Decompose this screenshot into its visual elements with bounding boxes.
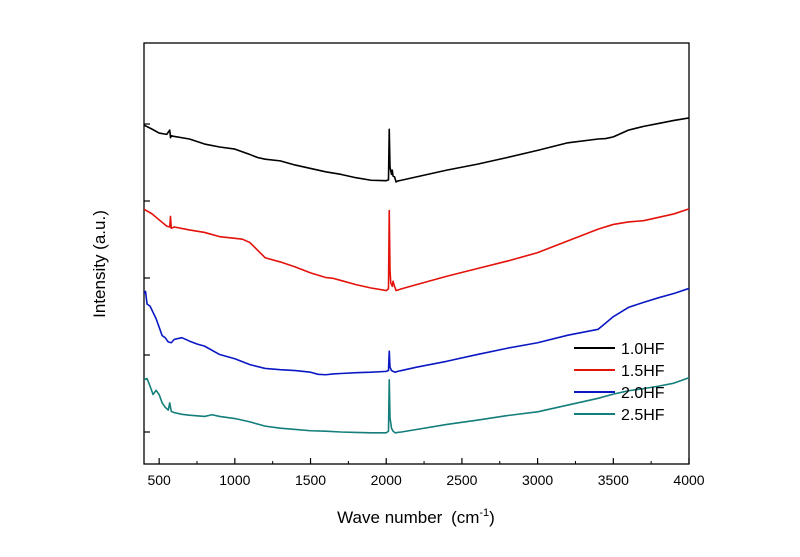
x-tick-label: 3000 bbox=[522, 472, 553, 488]
x-tick-label: 2500 bbox=[446, 472, 477, 488]
x-axis-title-text: Wave number bbox=[337, 508, 443, 527]
x-axis-title-unit-sup: -1 bbox=[479, 507, 489, 519]
legend-label: 1.0HF bbox=[621, 341, 665, 358]
x-tick-label: 1500 bbox=[295, 472, 326, 488]
x-axis-title: Wave number (cm-1) bbox=[337, 507, 495, 527]
series-layer bbox=[143, 117, 690, 434]
series-line-1.5HF bbox=[143, 208, 690, 292]
legend-label: 1.5HF bbox=[621, 363, 665, 380]
x-axis-ticks: 500 1000 1500 2000 2500 3000 3500 4000 bbox=[147, 458, 705, 488]
x-tick-label: 4000 bbox=[673, 472, 704, 488]
legend-label: 2.5HF bbox=[621, 407, 665, 424]
x-axis-title-unit-end: ) bbox=[489, 508, 495, 527]
legend: 1.0HF 1.5HF 2.0HF 2.5HF bbox=[574, 341, 665, 424]
x-tick-label: 500 bbox=[147, 472, 171, 488]
legend-label: 2.0HF bbox=[621, 385, 665, 402]
x-tick-label: 2000 bbox=[371, 472, 402, 488]
series-line-1.0HF bbox=[143, 117, 690, 183]
x-tick-label: 3500 bbox=[598, 472, 629, 488]
series-line-2.0HF bbox=[143, 287, 690, 376]
series-line-2.5HF bbox=[143, 376, 690, 434]
y-axis-title: Intensity (a.u.) bbox=[90, 210, 109, 318]
x-axis-title-unit: (cm bbox=[451, 508, 479, 527]
plot-frame bbox=[143, 42, 690, 465]
x-tick-label: 1000 bbox=[219, 472, 250, 488]
y-axis-ticks bbox=[144, 123, 150, 433]
